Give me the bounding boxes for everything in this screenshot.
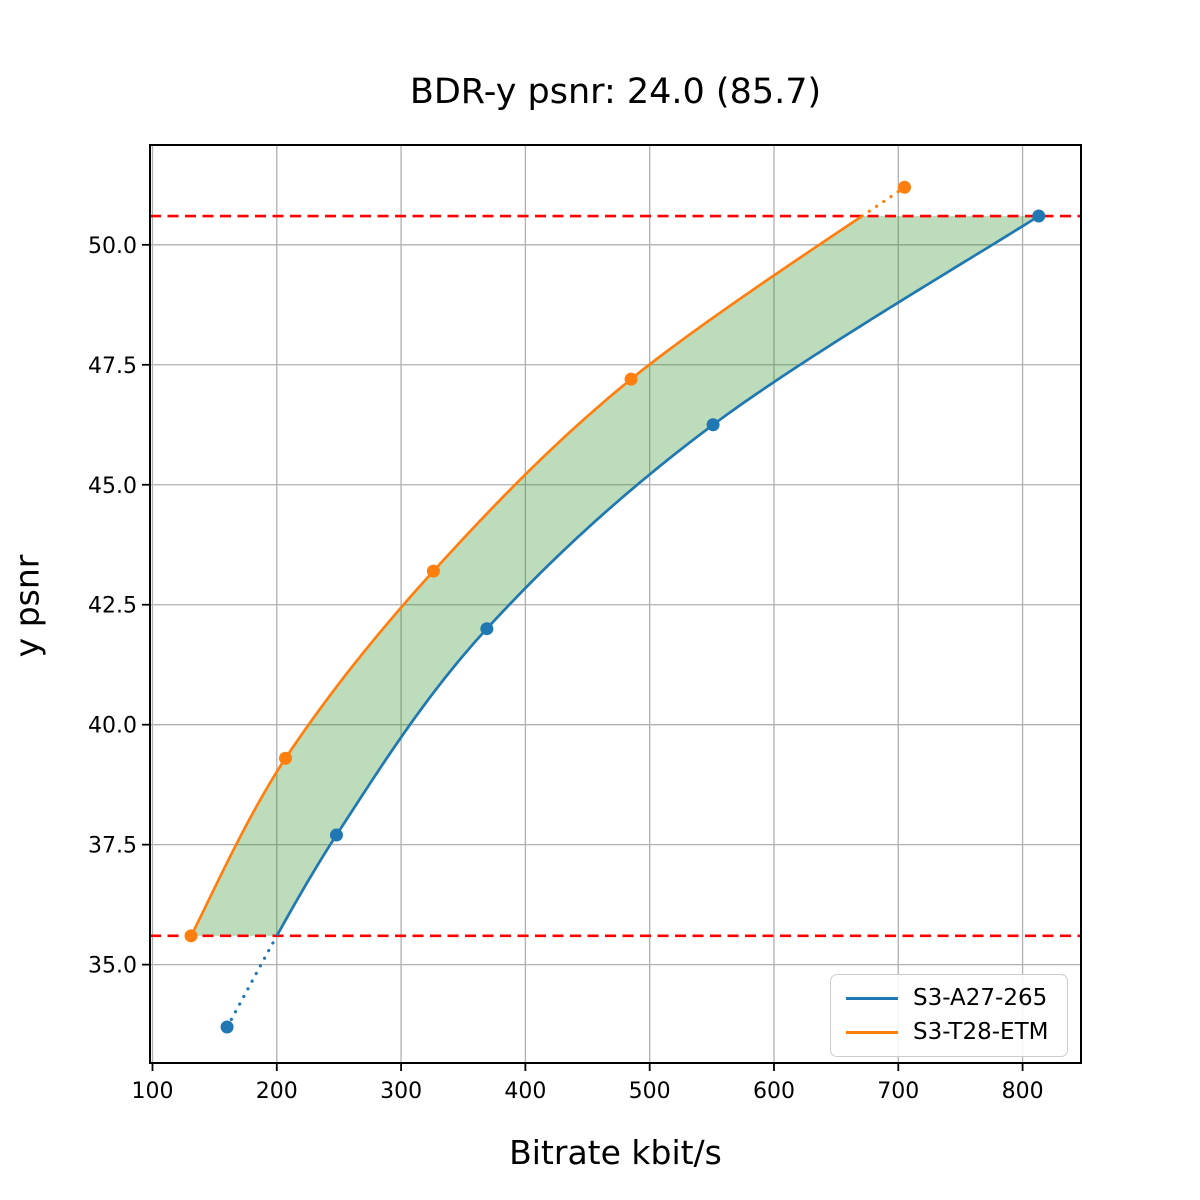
data-point-marker-S3-T28-ETM — [184, 929, 198, 943]
data-point-marker-S3-T28-ETM — [426, 564, 440, 578]
y-tick-label: 45.0 — [88, 474, 137, 499]
x-tick-label: 700 — [877, 1079, 919, 1104]
series-curve-solid-S3-A27-265 — [275, 214, 1040, 937]
y-axis-label-text: y psnr — [7, 554, 47, 658]
x-tick-label: 400 — [504, 1079, 546, 1104]
x-tick-label: 300 — [380, 1079, 422, 1104]
series-curve-solid-S3-T28-ETM — [189, 214, 863, 937]
x-tick-label: 600 — [753, 1079, 795, 1104]
data-point-marker-S3-A27-265 — [220, 1020, 234, 1034]
legend-entry-1: S3-T28-ETM — [846, 1021, 1067, 1044]
y-tick-label: 50.0 — [88, 234, 137, 259]
legend-entry-0: S3-A27-265 — [846, 984, 1067, 1011]
chart-title: BDR-y psnr: 24.0 (85.7) — [409, 72, 822, 112]
legend-label: S3-A27-265 — [913, 984, 1048, 1011]
data-point-marker-S3-A27-265 — [1032, 209, 1046, 223]
x-tick-label: 100 — [131, 1079, 173, 1104]
plot-background — [150, 145, 1081, 1063]
y-tick-label: 35.0 — [88, 954, 137, 979]
y-tick-label: 40.0 — [88, 714, 137, 739]
y-tick-label: 42.5 — [88, 594, 137, 619]
x-tick-label: 500 — [629, 1079, 671, 1104]
x-axis-label: Bitrate kbit/s — [509, 1133, 722, 1172]
x-tick-label: 200 — [256, 1079, 298, 1104]
data-point-marker-S3-T28-ETM — [624, 372, 638, 386]
x-tick-label: 800 — [1002, 1079, 1044, 1104]
series-curve-dotted-S3-A27-265 — [225, 934, 279, 1029]
legend-box: S3-A27-265 S3-T28-ETM — [830, 974, 1068, 1057]
y-tick-label: 47.5 — [88, 354, 137, 379]
data-point-marker-S3-T28-ETM — [278, 751, 292, 765]
y-tick-label: 37.5 — [88, 834, 137, 859]
legend-label: S3-T28-ETM — [913, 1019, 1049, 1046]
data-point-marker-S3-A27-265 — [480, 622, 494, 636]
data-point-marker-S3-A27-265 — [706, 418, 720, 432]
legend-line-sample-blue — [846, 996, 898, 1000]
bd-overlap-shaded-region — [191, 216, 1039, 936]
data-point-marker-S3-T28-ETM — [897, 180, 911, 194]
legend-line-sample-orange — [846, 1031, 898, 1035]
data-point-marker-S3-A27-265 — [329, 828, 343, 842]
series-curve-dotted-S3-T28-ETM — [860, 185, 907, 218]
